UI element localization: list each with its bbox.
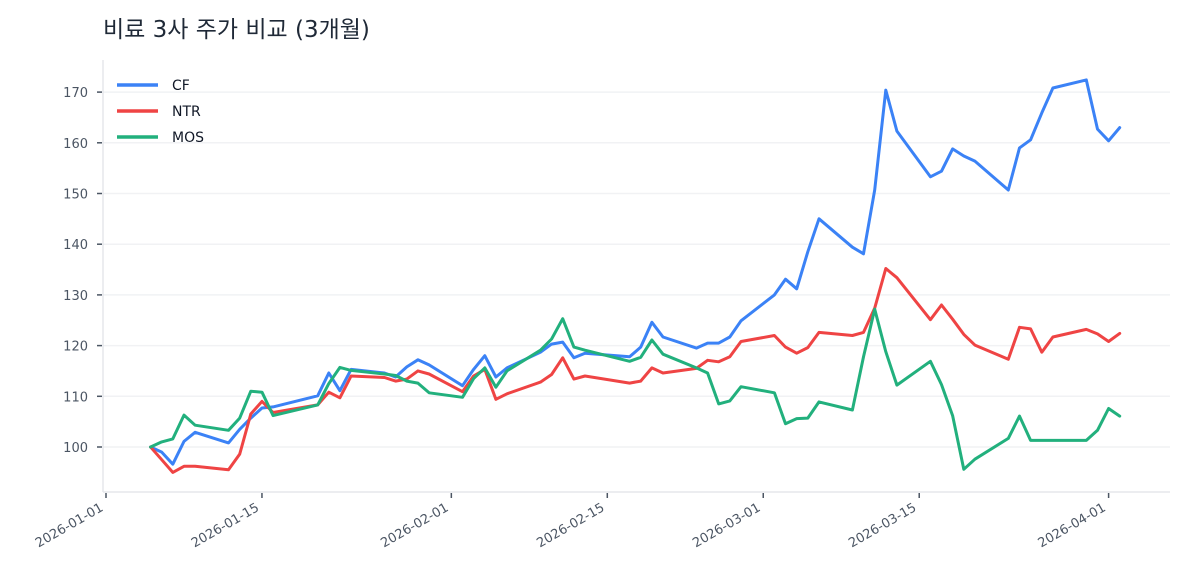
legend: CF NTR MOS	[117, 78, 204, 146]
series-lines	[149, 78, 1122, 474]
axes	[102, 60, 1170, 493]
y-tick-label: 130	[63, 289, 88, 304]
series-line-mos	[149, 307, 1122, 471]
x-tick-label: 2026-04-01	[1036, 500, 1109, 551]
chart-title: 비료 3사 주가 비교 (3개월)	[103, 17, 370, 43]
y-tick-label: 150	[63, 188, 88, 203]
legend-label: CF	[172, 78, 190, 94]
x-axis-ticks: 2026-01-01 2026-01-15 2026-02-01 2026-02-15…	[33, 493, 1110, 551]
x-tick-label: 2026-01-15	[189, 500, 262, 551]
y-tick-label: 140	[63, 238, 88, 253]
y-tick-label: 160	[63, 137, 88, 152]
y-tick-label: 120	[63, 340, 88, 355]
gridlines	[103, 91, 1170, 448]
x-tick-label: 2026-03-15	[846, 500, 919, 551]
y-tick-label: 170	[63, 86, 88, 101]
legend-item-cf: CF	[117, 78, 190, 94]
series-line-ntr	[149, 267, 1122, 474]
x-tick-label: 2026-02-15	[534, 500, 607, 551]
x-tick-label: 2026-02-01	[378, 500, 451, 551]
legend-label: MOS	[172, 130, 204, 146]
y-tick-label: 110	[63, 390, 88, 405]
legend-item-ntr: NTR	[117, 104, 201, 120]
y-axis-ticks: 100 110 120 130 140 150 160 170	[63, 86, 102, 456]
legend-label: NTR	[172, 104, 201, 120]
legend-item-mos: MOS	[117, 130, 204, 146]
series-line-cf	[149, 78, 1122, 466]
x-tick-label: 2026-01-01	[33, 500, 106, 551]
y-tick-label: 100	[63, 441, 88, 456]
x-tick-label: 2026-03-01	[690, 500, 763, 551]
